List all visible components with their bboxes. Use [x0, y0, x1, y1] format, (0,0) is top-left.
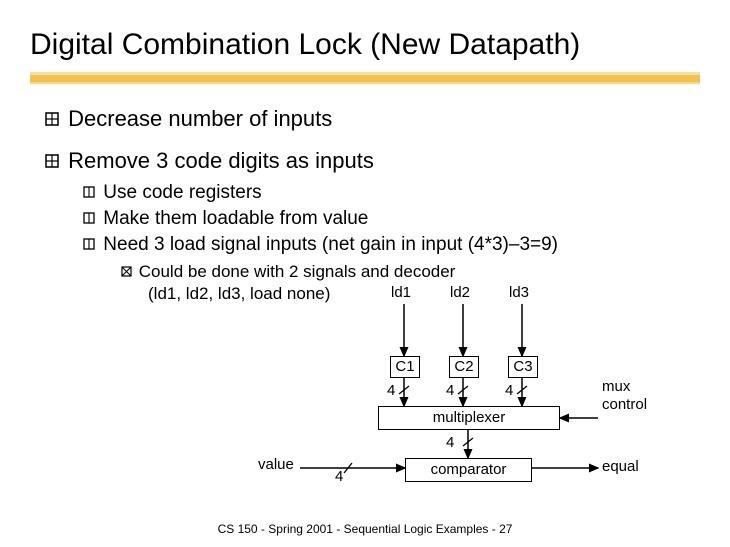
z-bullet-icon: [42, 106, 62, 132]
bullet-text: Make them loadable from value: [103, 208, 368, 229]
bullet-level1: Remove 3 code digits as inputs: [42, 148, 374, 174]
bullet-level3: Could be done with 2 signals and decoder: [118, 262, 455, 282]
label-4c: 4: [505, 382, 513, 399]
reg-c1: C1: [390, 356, 420, 378]
label-4d: 4: [446, 434, 454, 451]
bullet-text: (ld1, ld2, ld3, load none): [148, 284, 330, 303]
label-value: value: [258, 456, 294, 473]
y-bullet-icon: [80, 208, 98, 230]
slide: { "title": "Digital Combination Lock (Ne…: [0, 0, 730, 547]
reg-c2: C2: [449, 356, 479, 378]
bullet-text: Remove 3 code digits as inputs: [68, 148, 374, 173]
label-mux-control: mux control: [602, 378, 647, 414]
slide-title: Digital Combination Lock (New Datapath): [30, 28, 580, 62]
x-bullet-icon: [118, 262, 134, 282]
y-bullet-icon: [80, 182, 98, 204]
bullet-level2: Need 3 load signal inputs (net gain in i…: [80, 234, 558, 256]
label-ld1: ld1: [391, 284, 411, 301]
comparator-box: comparator: [405, 458, 532, 482]
z-bullet-icon: [42, 148, 62, 174]
label-4a: 4: [387, 382, 395, 399]
label-ld3: ld3: [509, 284, 529, 301]
bullet-level3-cont: (ld1, ld2, ld3, load none): [148, 284, 330, 304]
label-4e: 4: [335, 468, 343, 485]
reg-c3: C3: [508, 356, 538, 378]
bullet-level2: Use code registers: [80, 182, 262, 204]
slide-footer: CS 150 - Spring 2001 - Sequential Logic …: [0, 522, 730, 536]
multiplexer-box: multiplexer: [378, 406, 560, 430]
bullet-text: Could be done with 2 signals and decoder: [139, 262, 456, 281]
bullet-text: Need 3 load signal inputs (net gain in i…: [103, 234, 558, 255]
bullet-level1: Decrease number of inputs: [42, 106, 332, 132]
y-bullet-icon: [80, 234, 98, 256]
title-underline: [30, 72, 700, 86]
label-4b: 4: [446, 382, 454, 399]
bullet-text: Use code registers: [103, 182, 261, 203]
bullet-level2: Make them loadable from value: [80, 208, 368, 230]
label-equal: equal: [602, 458, 639, 475]
bullet-text: Decrease number of inputs: [68, 106, 332, 131]
label-ld2: ld2: [450, 284, 470, 301]
